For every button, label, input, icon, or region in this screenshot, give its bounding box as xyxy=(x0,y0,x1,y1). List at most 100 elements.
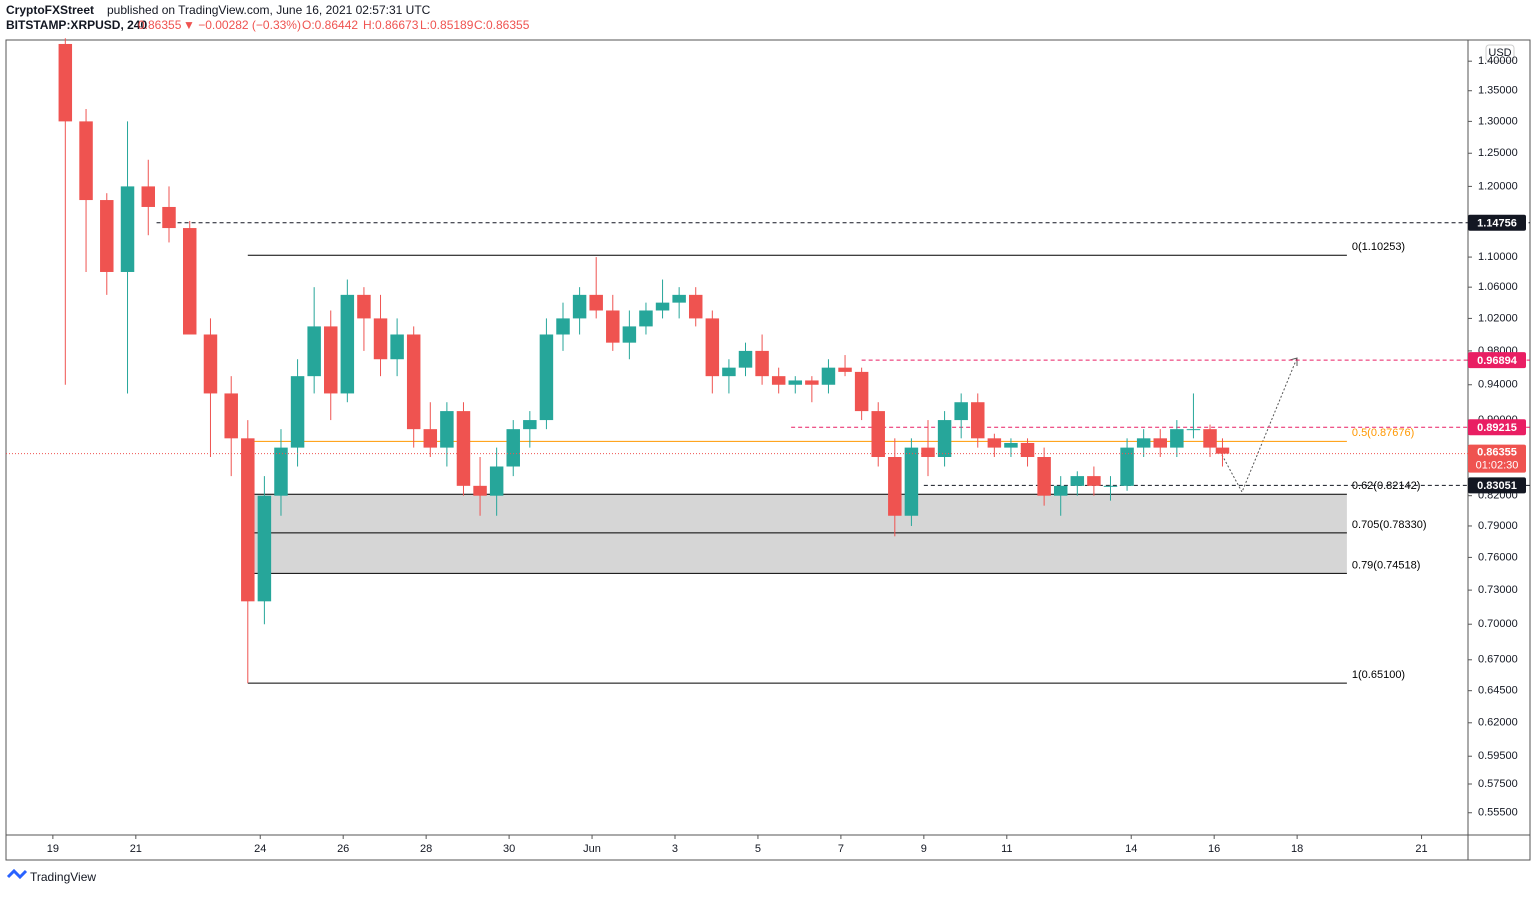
fib-zone xyxy=(247,494,1347,574)
candle-body xyxy=(771,376,786,385)
y-tick-label: 0.64500 xyxy=(1478,685,1518,697)
candle-body xyxy=(971,402,985,439)
footer-brand: TradingView xyxy=(30,870,96,884)
frame xyxy=(5,39,1531,861)
candle-body xyxy=(1170,429,1184,448)
candle-body xyxy=(1053,485,1068,496)
high: H:0.86673 xyxy=(363,18,419,32)
y-tick-label: 1.06000 xyxy=(1478,281,1518,293)
x-tick-label: Jun xyxy=(583,843,601,855)
price-badge-label: 0.83051 xyxy=(1477,480,1517,492)
candle-body xyxy=(688,294,703,319)
candle-body xyxy=(572,294,587,319)
x-tick-label: 28 xyxy=(420,843,432,855)
x-tick-label: 14 xyxy=(1125,843,1137,855)
candle-body xyxy=(888,457,902,516)
price-badge-label: 1.14756 xyxy=(1477,218,1517,230)
y-tick-label: 1.40000 xyxy=(1478,55,1518,67)
x-tick-label: 9 xyxy=(921,843,927,855)
x-tick-label: 18 xyxy=(1291,843,1303,855)
countdown: 01:02:30 xyxy=(1476,460,1519,472)
candle-body xyxy=(672,294,686,303)
y-tick-label: 0.67000 xyxy=(1478,654,1518,666)
candle-body xyxy=(805,380,819,385)
candle-body xyxy=(954,402,968,421)
x-tick-label: 26 xyxy=(337,843,349,855)
candle-body xyxy=(738,350,753,368)
candle-body xyxy=(871,411,885,458)
candle-body xyxy=(1087,476,1101,486)
x-tick-label: 30 xyxy=(503,843,515,855)
change: ▼ −0.00282 (−0.33%) xyxy=(183,18,301,32)
published: published on TradingView.com, June 16, 2… xyxy=(107,3,431,17)
candle-body xyxy=(705,318,720,377)
candle-body xyxy=(539,334,554,421)
candle-body xyxy=(755,350,769,377)
close: C:0.86355 xyxy=(474,18,530,32)
candle-body xyxy=(722,367,736,377)
candle-body xyxy=(390,334,404,360)
footer-logo xyxy=(6,868,28,880)
x-tick-label: 5 xyxy=(755,843,761,855)
y-tick-label: 0.70000 xyxy=(1478,618,1518,630)
candle-body xyxy=(340,294,355,394)
candle-body xyxy=(821,367,836,385)
currency-box xyxy=(1485,44,1515,62)
candle-body xyxy=(904,447,919,516)
candle-body xyxy=(423,429,438,448)
x-tick-label: 24 xyxy=(254,843,266,855)
y-tick-label: 0.57500 xyxy=(1478,778,1518,790)
candle-body xyxy=(937,420,952,458)
candle-body xyxy=(606,310,620,343)
candle-body xyxy=(100,200,114,272)
y-tick-label: 1.25000 xyxy=(1478,147,1518,159)
candle-body xyxy=(324,326,338,394)
y-tick-label: 0.62000 xyxy=(1478,717,1518,729)
candle-body xyxy=(203,334,218,394)
x-tick-label: 21 xyxy=(1415,843,1427,855)
candle-body xyxy=(79,121,93,201)
candle-body xyxy=(274,447,288,496)
candle-body xyxy=(120,186,135,272)
candle-body xyxy=(639,310,653,327)
candle-body xyxy=(290,376,305,448)
price-badge xyxy=(1468,419,1526,436)
price-badge xyxy=(1468,477,1526,494)
y-tick-label: 1.20000 xyxy=(1478,180,1518,192)
symbol: BITSTAMP:XRPUSD, 240 xyxy=(6,18,147,32)
candle-body xyxy=(1070,476,1085,486)
arrow-head xyxy=(1289,357,1298,366)
price-badge-label: 0.96894 xyxy=(1477,355,1518,367)
low: L:0.85189 xyxy=(420,18,474,32)
candle-body xyxy=(473,485,487,496)
candle-body xyxy=(506,429,520,467)
candle-body xyxy=(241,438,255,602)
y-tick-label: 0.94000 xyxy=(1478,379,1518,391)
candle-body xyxy=(162,206,176,229)
y-tick-label: 1.02000 xyxy=(1478,312,1518,324)
y-tick-label: 1.35000 xyxy=(1478,85,1518,97)
candle-body xyxy=(1037,457,1051,496)
fib-label: 0(1.10253) xyxy=(1352,241,1405,253)
x-tick-label: 11 xyxy=(1001,843,1012,855)
candle-body xyxy=(373,318,388,360)
fib-label: 0.5(0.87676) xyxy=(1352,427,1414,439)
fib-label: 1(0.65100) xyxy=(1352,669,1405,681)
candle-body xyxy=(440,411,454,448)
price-badge-label: 0.86355 xyxy=(1477,447,1517,459)
x-tick-label: 3 xyxy=(672,843,678,855)
candle-body xyxy=(1136,438,1151,448)
price-badge xyxy=(1468,444,1526,473)
y-tick-label: 0.73000 xyxy=(1478,584,1518,596)
author: CryptoFXStreet xyxy=(6,3,94,17)
candle-body xyxy=(357,294,371,319)
currency: USD xyxy=(1488,47,1511,59)
candle-body xyxy=(1020,442,1035,458)
x-tick-label: 21 xyxy=(130,843,142,855)
projection-arrow xyxy=(1221,357,1298,494)
candle-body xyxy=(141,186,155,207)
y-tick-label: 1.10000 xyxy=(1478,251,1518,263)
x-tick-label: 19 xyxy=(47,843,59,855)
